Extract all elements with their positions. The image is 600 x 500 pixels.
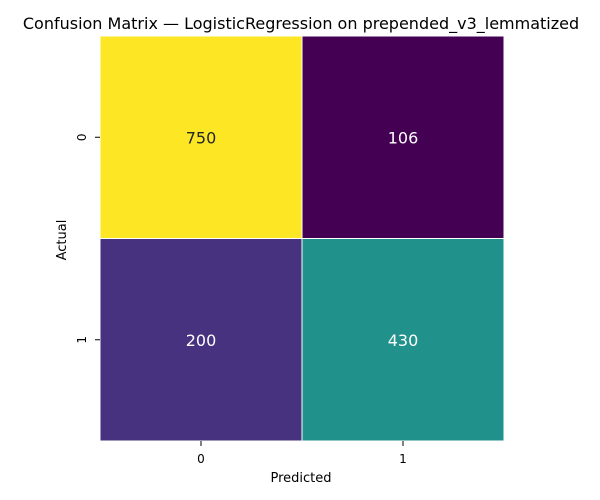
heatmap-cell-r1-c0: [99, 238, 303, 442]
y-axis-ticks: 01: [75, 133, 100, 344]
y-tick-label-0: 0: [75, 133, 89, 141]
x-axis-label: Predicted: [270, 471, 331, 486]
cell-value-r1-c0: 200: [186, 331, 217, 350]
cell-value-r0-c1: 106: [388, 128, 419, 147]
heatmap-cell-r0-c1: [301, 35, 505, 239]
cell-value-r1-c1: 430: [388, 331, 419, 350]
y-tick-label-1: 1: [75, 336, 89, 344]
chart-title: Confusion Matrix — LogisticRegression on…: [23, 14, 579, 34]
y-axis-label: Actual: [55, 220, 70, 261]
heatmap-cell-r0-c0: [99, 35, 303, 239]
x-tick-label-0: 0: [197, 452, 205, 466]
heatmap-cells: 750 106 200 430: [99, 35, 505, 442]
cell-value-r0-c0: 750: [186, 128, 217, 147]
x-tick-label-1: 1: [399, 452, 407, 466]
heatmap-cell-r1-c1: [301, 238, 505, 442]
